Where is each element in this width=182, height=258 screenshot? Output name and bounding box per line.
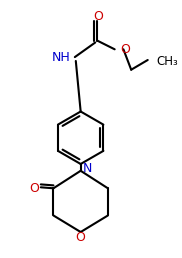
Text: O: O [93,10,103,23]
Text: NH: NH [52,51,71,63]
Text: O: O [120,43,130,56]
Text: O: O [76,231,86,244]
Text: CH₃: CH₃ [157,55,178,68]
Text: O: O [29,182,39,195]
Text: N: N [83,162,92,175]
